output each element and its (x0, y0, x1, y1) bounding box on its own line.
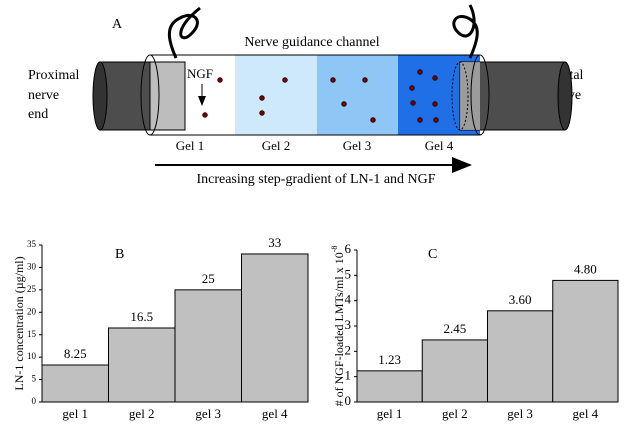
y-tick-label: 0 (32, 396, 37, 406)
gel-label: Gel 2 (262, 138, 291, 153)
value-label: 1.23 (378, 352, 401, 367)
x-tick-label: gel 2 (129, 406, 155, 421)
bar (174, 289, 242, 403)
value-label: 33 (268, 235, 281, 250)
bar (108, 327, 176, 403)
panel-a: A Nerve guidance channel Proximal nerve … (28, 4, 584, 187)
value-label: 4.80 (574, 261, 597, 276)
value-label: 2.45 (444, 321, 467, 336)
y-tick-label: 2 (345, 342, 352, 357)
bar (241, 253, 309, 403)
x-tick-label: gel 1 (377, 406, 403, 421)
channel-title: Nerve guidance channel (244, 35, 379, 50)
value-label: 8.25 (64, 346, 87, 361)
gel-3 (317, 55, 398, 135)
x-tick-label: gel 4 (573, 406, 599, 421)
y-axis-label-exponent: -8 (330, 246, 339, 253)
ngf-particles (202, 69, 439, 123)
y-axis-label-text: LN-1 concentration (µg/ml) (12, 256, 26, 390)
y-tick-label: 0 (345, 393, 352, 408)
x-tick-label: gel 1 (62, 406, 88, 421)
y-tick-label: 3 (345, 317, 352, 332)
ngf-label: NGF (187, 66, 213, 81)
y-axis-label-text: # of NGF-loaded LMTs/ml x 10 (332, 252, 346, 406)
value-label: 16.5 (130, 309, 153, 324)
gel-label: Gel 1 (176, 138, 205, 153)
bar (356, 370, 423, 403)
x-tick-label: gel 2 (442, 406, 468, 421)
x-tick-label: gel 3 (195, 406, 221, 421)
proximal-label: end (28, 107, 48, 122)
nerve-inside (149, 61, 186, 131)
value-label: 25 (202, 271, 215, 286)
gel-label: Gel 3 (343, 138, 372, 153)
nerve-end (451, 61, 469, 131)
bar (421, 339, 488, 403)
panel-label: C (428, 247, 437, 262)
gel-2 (235, 55, 317, 135)
nerve-end (557, 61, 573, 131)
y-tick-label: 20 (27, 306, 37, 316)
y-tick-label: 25 (27, 284, 37, 294)
nerve-inside (460, 62, 480, 130)
y-tick-label: 15 (27, 329, 37, 339)
gel-label: Gel 4 (425, 138, 454, 153)
y-tick-label: 10 (27, 351, 37, 361)
x-tick-label: gel 4 (262, 406, 288, 421)
x-tick-label: gel 3 (507, 406, 533, 421)
proximal-label: nerve (28, 88, 59, 103)
y-tick-label: 5 (345, 266, 352, 281)
channel-end (470, 54, 490, 136)
y-tick-label: 35 (27, 239, 37, 249)
y-axis-label: # of NGF-loaded LMTs/ml x 10-8 (330, 246, 346, 407)
y-tick-label: 1 (345, 368, 352, 383)
value-label: 3.60 (509, 292, 532, 307)
panel-label: A (112, 17, 123, 32)
y-tick-label: 30 (27, 261, 37, 271)
channel-end (140, 54, 160, 136)
nerve-end (92, 61, 108, 131)
y-tick-label: 4 (345, 292, 352, 307)
suture (167, 6, 201, 59)
y-tick-label: 6 (345, 241, 352, 256)
suture (452, 4, 479, 59)
y-tick-label: 5 (32, 374, 37, 384)
bar (552, 279, 619, 403)
gradient-label: Increasing step-gradient of LN-1 and NGF (196, 172, 435, 187)
panel-label: B (115, 247, 124, 262)
bar (487, 310, 554, 403)
y-axis-label: LN-1 concentration (µg/ml) (12, 256, 26, 390)
proximal-label: Proximal (28, 68, 79, 83)
bar (41, 364, 109, 403)
